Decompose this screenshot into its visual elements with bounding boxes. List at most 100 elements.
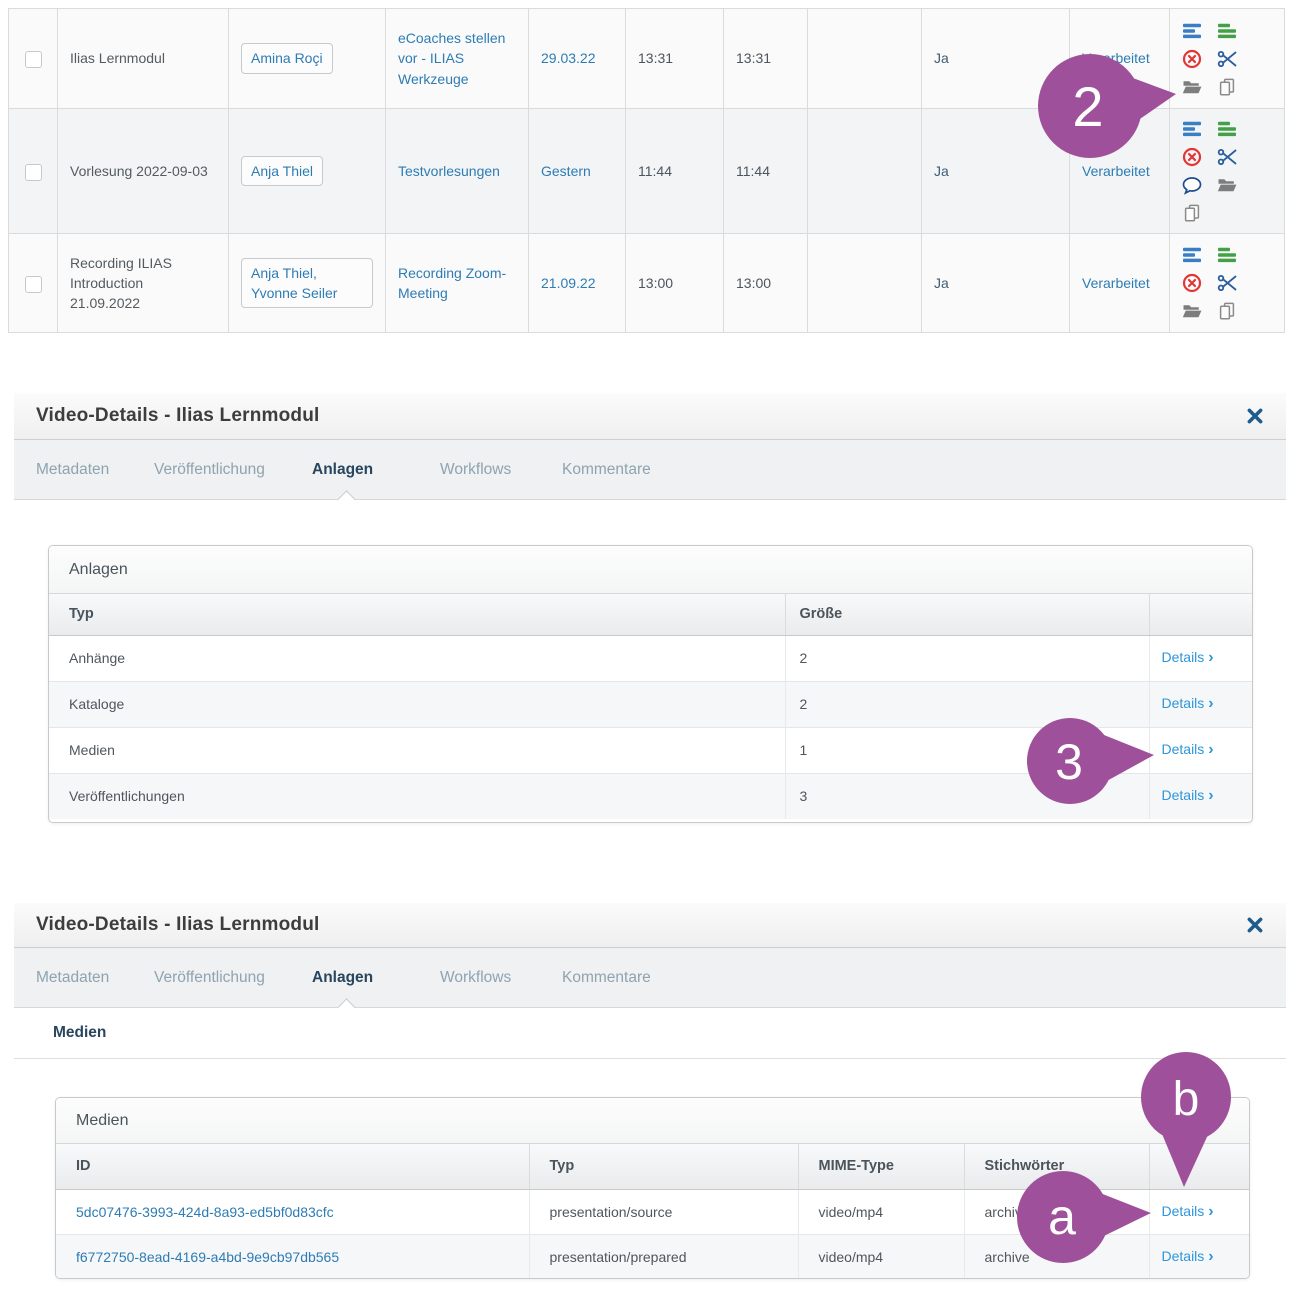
event-details-icon[interactable] (1182, 119, 1202, 139)
close-icon[interactable] (1246, 407, 1264, 425)
cell-series: eCoaches stellen vor - ILIAS Werkzeuge (385, 8, 529, 109)
status-link[interactable]: Verarbeitet (1082, 274, 1150, 291)
cell-stichwoerter: archive (964, 1233, 1150, 1278)
cell-typ: Kataloge (49, 680, 786, 727)
cell-empty (807, 8, 922, 109)
status-link[interactable]: Verarbeitet (1082, 50, 1150, 67)
event-details-icon[interactable] (1182, 21, 1202, 41)
cell-date: 29.03.22 (528, 8, 626, 109)
cell-details: Details › (1149, 680, 1252, 727)
details-link[interactable]: Details › (1161, 695, 1214, 712)
tab-workflows[interactable]: Workflows (440, 461, 512, 478)
media-id-link[interactable]: 5dc07476-3993-424d-8a93-ed5bf0d83cfc (76, 1203, 334, 1220)
close-icon[interactable] (1246, 916, 1264, 934)
header-row: ID Typ MIME-Type Stichwörter (56, 1144, 1249, 1190)
cell-empty (807, 233, 922, 333)
cell-groesse: 3 (785, 772, 1150, 819)
tab-metadaten[interactable]: Metadaten (36, 461, 110, 478)
tab-anlagen-active[interactable]: Anlagen (312, 461, 374, 478)
medien-box: Medien ID Typ MIME-Type Stichwörter 5dc0… (55, 1097, 1250, 1279)
action-icons (1182, 21, 1272, 97)
cell-status: Verarbeitet (1069, 233, 1170, 333)
date-link[interactable]: 29.03.22 (541, 50, 596, 67)
cut-editor-icon[interactable] (1217, 147, 1237, 167)
row-checkbox[interactable] (24, 275, 42, 293)
cell-typ: Medien (49, 726, 786, 773)
details-link[interactable]: Details › (1161, 787, 1214, 805)
row-checkbox[interactable] (24, 51, 42, 69)
video-details-panel-header: Video-Details - Ilias Lernmodul (14, 393, 1286, 440)
date-link[interactable]: Gestern (541, 162, 591, 179)
col-typ: Typ (529, 1144, 799, 1190)
end-time: 13:00 (736, 274, 772, 291)
cell-details: Details › (1149, 1233, 1249, 1278)
cell-groesse: 2 (785, 680, 1150, 727)
cell-status: Verarbeitet (1069, 8, 1170, 109)
cell-date: 21.09.22 (528, 233, 626, 333)
event-details-icon[interactable] (1182, 245, 1202, 265)
events-table: Ilias Lernmodul Amina Roçi eCoaches stel… (8, 8, 1285, 333)
delete-icon[interactable] (1182, 147, 1202, 167)
cut-editor-icon[interactable] (1217, 49, 1237, 69)
series-link[interactable]: Recording Zoom-Meeting (398, 264, 507, 301)
published-flag: Ja (934, 274, 949, 291)
details-chevron-icon: › (1208, 787, 1214, 805)
series-link[interactable]: eCoaches stellen vor - ILIAS Werkzeuge (398, 30, 506, 87)
details-link[interactable]: Details › (1161, 1202, 1214, 1220)
status-link[interactable]: Verarbeitet (1082, 162, 1150, 179)
tab-kommentare[interactable]: Kommentare (562, 461, 651, 478)
cell-title: Vorlesung 2022-09-03 (57, 108, 229, 234)
presenter-chip: Anja Thiel, Yvonne Seiler (241, 257, 373, 309)
cell-title: Ilias Lernmodul (57, 8, 229, 109)
panel-title: Video-Details - Ilias Lernmodul (36, 405, 320, 426)
comments-icon[interactable] (1182, 175, 1202, 195)
cell-end-time: 13:00 (723, 233, 808, 333)
tab-anlagen-active[interactable]: Anlagen (312, 969, 374, 986)
details-link-medien[interactable]: Details › (1161, 741, 1214, 758)
series-details-icon[interactable] (1217, 119, 1237, 139)
row-checkbox[interactable] (24, 163, 42, 181)
media-id-link[interactable]: f6772750-8ead-4169-a4bd-9e9cb97db565 (76, 1248, 340, 1265)
series-link[interactable]: Testvorlesungen (398, 162, 500, 179)
col-id: ID (56, 1144, 530, 1190)
tab-metadaten[interactable]: Metadaten (36, 969, 110, 986)
tab-veroeffentlichung[interactable]: Veröffentlichung (154, 461, 265, 478)
delete-icon[interactable] (1182, 273, 1202, 293)
cell-empty (807, 108, 922, 234)
anlagen-box: Anlagen Typ Größe Anhänge 2 Details › Kat… (48, 545, 1253, 823)
attachment-type-row: Veröffentlichungen 3 Details › (49, 772, 1252, 819)
start-time: 13:00 (638, 274, 674, 291)
assets-folder-icon[interactable] (1217, 175, 1237, 195)
attachment-type-row: Anhänge 2 Details › (49, 634, 1252, 681)
cell-actions (1169, 8, 1285, 109)
series-details-icon[interactable] (1217, 245, 1237, 265)
cell-groesse: 1 (785, 726, 1150, 773)
series-details-icon[interactable] (1217, 21, 1237, 41)
duplicate-icon[interactable] (1217, 301, 1237, 321)
cell-actions (1169, 233, 1285, 333)
cut-editor-icon[interactable] (1217, 273, 1237, 293)
cell-typ: presentation/source (529, 1188, 799, 1234)
breadcrumb-medien[interactable]: Medien (53, 1024, 107, 1041)
media-row: 5dc07476-3993-424d-8a93-ed5bf0d83cfc pre… (56, 1188, 1249, 1234)
action-icons (1182, 245, 1272, 321)
cell-published: Ja (921, 8, 1070, 109)
cell-presenters: Anja Thiel, Yvonne Seiler (228, 233, 386, 333)
duplicate-icon[interactable] (1217, 77, 1237, 97)
end-time: 13:31 (736, 50, 772, 67)
duplicate-icon[interactable] (1182, 203, 1202, 223)
tab-veroeffentlichung[interactable]: Veröffentlichung (154, 969, 265, 986)
cell-presenters: Anja Thiel (228, 108, 386, 234)
details-chevron-icon: › (1208, 695, 1214, 712)
assets-folder-icon[interactable] (1182, 77, 1202, 97)
details-chevron-icon: › (1208, 741, 1214, 758)
tab-kommentare[interactable]: Kommentare (562, 969, 651, 986)
details-link[interactable]: Details › (1161, 1247, 1214, 1265)
assets-folder-icon[interactable] (1182, 301, 1202, 321)
col-stichwoerter: Stichwörter (964, 1144, 1150, 1190)
delete-icon[interactable] (1182, 49, 1202, 69)
event-row: Vorlesung 2022-09-03 Anja Thiel Testvorl… (8, 108, 1285, 234)
details-link[interactable]: Details › (1161, 649, 1214, 666)
date-link[interactable]: 21.09.22 (541, 274, 596, 291)
tab-workflows[interactable]: Workflows (440, 969, 512, 986)
